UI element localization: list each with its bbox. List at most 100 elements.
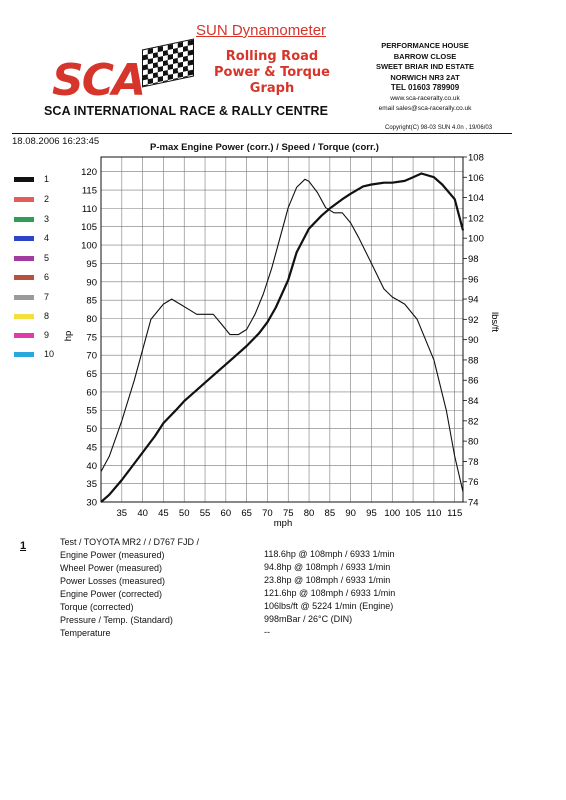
legend-swatch <box>14 197 34 202</box>
chart-grid <box>101 157 463 503</box>
run-number: 1 <box>20 540 27 552</box>
summary-value: 121.6hp @ 108mph / 6933 1/min <box>264 588 396 598</box>
header-divider <box>12 133 512 134</box>
y-tick-label: 75 <box>86 332 97 343</box>
summary-value: 23.8hp @ 108mph / 6933 1/min <box>264 575 391 585</box>
address-block: PERFORMANCE HOUSE BARROW CLOSE SWEET BRI… <box>360 41 490 115</box>
y2-tick-label: 108 <box>468 153 484 164</box>
summary-label: Pressure / Temp. (Standard) <box>60 615 173 625</box>
y-tick-label: 110 <box>82 204 97 215</box>
x-tick-label: 85 <box>325 508 336 519</box>
y-tick-label: 35 <box>86 479 97 490</box>
dyno-title: SUN Dynamometer <box>196 22 327 39</box>
summary-label: Power Losses (measured) <box>60 576 166 586</box>
legend-label: 10 <box>44 349 55 359</box>
y2-tick-label: 94 <box>468 295 479 306</box>
legend-label: 7 <box>44 292 50 302</box>
legend-label: 1 <box>44 174 50 184</box>
graph-title-line: Graph <box>249 81 295 96</box>
legend-label: 8 <box>44 311 50 321</box>
legend-swatch <box>14 314 34 319</box>
y2-tick-label: 98 <box>468 254 479 265</box>
legend-swatch <box>14 236 34 241</box>
legend-swatch <box>14 352 34 357</box>
summary-label: Test / TOYOTA MR2 / / D767 FJD / <box>60 537 200 547</box>
summary-value: 106lbs/ft @ 5224 1/min (Engine) <box>264 601 394 611</box>
y-tick-label: 50 <box>86 424 97 435</box>
y-tick-label: 120 <box>81 167 97 178</box>
summary-label: Wheel Power (measured) <box>60 563 163 573</box>
y-tick-label: 45 <box>86 442 97 453</box>
y-tick-label: 65 <box>86 369 97 380</box>
power-torque-chart: 35 40 45 50 55 60 65 70 75 80 85 90 95 100 105 110 115 30… <box>63 153 500 530</box>
x-tick-label: 40 <box>137 508 148 519</box>
y2-tick-label: 96 <box>468 274 479 285</box>
graph-title-line: Rolling Road <box>225 49 319 64</box>
summary-labels: Test / TOYOTA MR2 / / D767 FJD / Engine … <box>60 536 199 640</box>
y2-tick-label: 80 <box>468 437 479 448</box>
y2-tick-label: 86 <box>468 376 479 387</box>
y-tick-label: 105 <box>81 222 97 233</box>
y-tick-label: 80 <box>86 314 97 325</box>
y2-tick-label: 100 <box>468 234 484 245</box>
company-name: SCA INTERNATIONAL RACE & RALLY CENTRE <box>44 104 329 118</box>
x-tick-label: 65 <box>241 508 252 519</box>
legend-label: 2 <box>44 194 50 204</box>
address-line: PERFORMANCE HOUSE <box>381 41 469 50</box>
y2-tick-label: 78 <box>468 457 479 468</box>
email: email sales@sca-racerally.co.uk <box>378 105 472 112</box>
address-line: SWEET BRIAR IND ESTATE <box>375 62 475 71</box>
y2-axis-label: lbs/ft <box>489 312 500 332</box>
y-tick-label: 30 <box>86 498 97 509</box>
company-logo: SCA <box>52 55 146 106</box>
summary-value: -- <box>264 627 270 637</box>
legend-label: 5 <box>44 253 50 263</box>
y2-tick-label: 88 <box>468 355 479 366</box>
graph-title-block: Rolling Road Power & Torque Graph <box>212 49 332 97</box>
summary-label: Temperature <box>60 628 111 638</box>
summary-value: 94.8hp @ 108mph / 6933 1/min <box>264 562 391 572</box>
summary-label: Engine Power (corrected) <box>60 589 163 599</box>
chart-title: P-max Engine Power (corr.) / Speed / Tor… <box>150 142 379 153</box>
chart-ticks: 35 40 45 50 55 60 65 70 75 80 85 90 95 100 105 110 115 30… <box>81 153 484 520</box>
x-tick-label: 45 <box>158 508 169 519</box>
y2-tick-label: 102 <box>468 213 484 224</box>
legend-swatch <box>14 177 34 182</box>
x-tick-label: 95 <box>366 508 377 519</box>
x-tick-label: 50 <box>179 508 190 519</box>
y2-tick-label: 74 <box>468 498 479 509</box>
y-tick-label: 115 <box>82 186 97 197</box>
x-tick-label: 115 <box>447 508 462 519</box>
x-axis-label: mph <box>274 518 292 529</box>
x-tick-label: 80 <box>304 508 315 519</box>
legend-label: 4 <box>44 233 50 243</box>
y-tick-label: 100 <box>81 241 97 252</box>
power-line <box>100 172 465 503</box>
summary-label: Torque (corrected) <box>60 602 134 612</box>
legend-swatch <box>14 275 34 280</box>
x-tick-label: 100 <box>384 508 400 519</box>
legend-swatch <box>14 295 34 300</box>
x-tick-label: 110 <box>426 508 441 519</box>
x-tick-label: 35 <box>117 508 128 519</box>
chart-series <box>100 172 465 503</box>
y-tick-label: 85 <box>86 296 97 307</box>
y-tick-label: 60 <box>86 387 97 398</box>
y-tick-label: 70 <box>86 351 97 362</box>
y2-tick-label: 90 <box>468 335 479 346</box>
summary-label: Engine Power (measured) <box>60 550 165 560</box>
y2-tick-label: 106 <box>468 173 484 184</box>
x-tick-label: 105 <box>405 508 421 519</box>
y-tick-label: 55 <box>86 406 97 417</box>
legend-label: 6 <box>44 272 50 282</box>
y-tick-label: 95 <box>86 259 97 270</box>
telephone: TEL 01603 789909 <box>390 83 460 92</box>
plot-frame <box>100 156 464 503</box>
y-axis-label: hp <box>63 331 74 342</box>
x-tick-label: 70 <box>262 508 273 519</box>
address-line: BARROW CLOSE <box>393 51 457 61</box>
summary-value: 998mBar / 26°C (DIN) <box>264 614 353 624</box>
website: www.sca-raceralty.co.uk <box>390 94 460 102</box>
legend-swatch <box>14 217 34 222</box>
legend-swatch <box>14 333 34 338</box>
